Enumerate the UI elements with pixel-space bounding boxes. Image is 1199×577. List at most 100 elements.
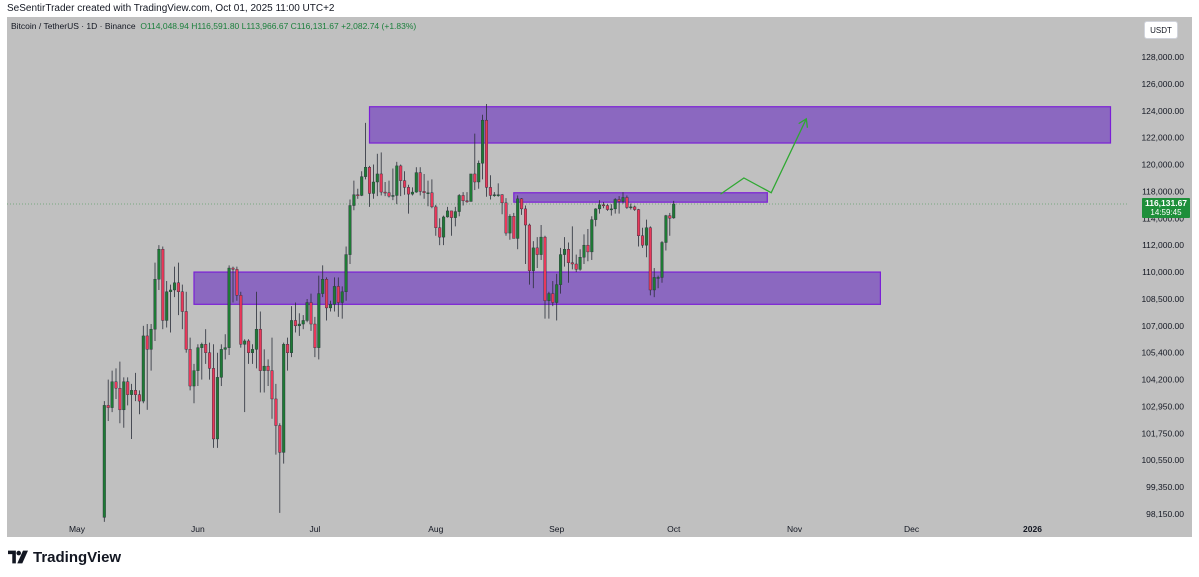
candle-up	[594, 208, 598, 220]
candle-up	[215, 377, 219, 440]
candle-down	[500, 194, 504, 204]
x-tick-label: Sep	[549, 524, 564, 534]
candle-down	[570, 262, 574, 265]
x-tick-label: Jun	[191, 524, 205, 534]
candle-up	[410, 191, 414, 195]
candle-down	[258, 328, 262, 371]
candle-up	[469, 173, 473, 202]
y-tick-label: 104,200.00	[1141, 375, 1184, 385]
candle-down	[387, 192, 391, 197]
candle-down	[293, 320, 297, 327]
projection-arrow-head	[798, 117, 809, 128]
candle-up	[297, 323, 301, 327]
candle-up	[243, 340, 247, 345]
candle-down	[247, 340, 251, 353]
candle-down	[461, 195, 465, 202]
price-change: +2,082.74 (+1.83%)	[341, 21, 417, 31]
candle-up	[531, 247, 535, 271]
x-tick-label: Dec	[904, 524, 920, 534]
y-tick-label: 128,000.00	[1141, 52, 1184, 62]
candle-up	[598, 204, 602, 210]
candle-down	[383, 191, 387, 194]
candle-up	[578, 257, 582, 270]
x-tick-label: Aug	[428, 524, 443, 534]
candle-down	[648, 227, 652, 291]
candle-down	[309, 302, 313, 325]
candle-down	[418, 172, 422, 192]
x-tick-label: May	[69, 524, 86, 534]
candle-down	[379, 173, 383, 193]
candle-down	[524, 208, 528, 226]
candle-up	[414, 172, 418, 193]
candle-up	[644, 227, 648, 246]
candle-up	[559, 254, 563, 285]
upper-resistance-zone	[368, 106, 1112, 144]
price-tag-countdown: 14:59:45	[1150, 208, 1182, 217]
y-tick-label: 122,000.00	[1141, 133, 1184, 143]
candle-up	[262, 365, 266, 371]
candle-down	[274, 398, 278, 426]
candle-down	[356, 194, 360, 196]
candle-down	[407, 187, 411, 195]
candle-up	[582, 244, 586, 258]
candle-down	[235, 269, 239, 296]
candle-down	[368, 167, 372, 194]
y-tick-label: 100,550.00	[1141, 455, 1184, 465]
y-tick-label: 110,000.00	[1142, 267, 1184, 277]
candle-up	[391, 195, 395, 197]
candle-down	[633, 206, 637, 210]
candle-down	[641, 235, 645, 246]
middle-resistance-zone	[513, 192, 768, 203]
candle-down	[126, 381, 130, 395]
chart-area[interactable]: 128,000.00 126,000.00 124,000.00 122,000.00…	[7, 17, 1192, 537]
candle-up	[672, 203, 676, 219]
candle-down	[106, 405, 110, 408]
currency-button[interactable]: USDT	[1144, 21, 1178, 39]
y-tick-label: 114,000.00	[1142, 213, 1184, 223]
ohlc-open: O114,048.94	[140, 21, 189, 31]
candle-up	[621, 197, 625, 202]
candle-down	[543, 236, 547, 301]
y-tick-label: 124,000.00	[1141, 106, 1184, 116]
candle-down	[512, 216, 516, 239]
y-tick-label: 112,000.00	[1142, 240, 1184, 250]
candle-down	[313, 323, 317, 348]
candle-down	[286, 344, 290, 353]
candle-up	[664, 215, 668, 243]
candle-down	[133, 390, 137, 395]
candle-up	[169, 289, 173, 292]
candle-up	[130, 390, 134, 395]
candle-up	[344, 254, 348, 292]
candle-down	[430, 192, 434, 208]
candle-down	[188, 349, 192, 387]
candle-down	[527, 224, 531, 271]
candle-up	[282, 344, 286, 453]
candle-up	[141, 335, 145, 402]
candle-up	[590, 219, 594, 253]
candle-down	[637, 209, 641, 236]
candle-down	[184, 311, 188, 350]
candle-up	[250, 349, 254, 353]
candle-down	[266, 365, 270, 371]
candle-up	[609, 208, 613, 211]
candle-down	[336, 286, 340, 303]
candle-down	[114, 381, 118, 389]
candle-up	[352, 194, 356, 206]
candle-down	[270, 370, 274, 400]
candle-down	[399, 165, 403, 181]
price-tag-value: 116,131.67	[1145, 198, 1187, 208]
candle-down	[449, 210, 453, 218]
candle-down	[438, 227, 442, 238]
candle-down	[551, 293, 555, 303]
y-tick-label: 98,150.00	[1146, 509, 1184, 519]
candle-up	[149, 328, 153, 350]
brand-name: TradingView	[33, 548, 122, 566]
y-tick-label: 120,000.00	[1141, 160, 1184, 170]
candle-down	[204, 344, 208, 353]
y-tick-label: 126,000.00	[1141, 79, 1184, 89]
support-zone	[193, 271, 882, 305]
candle-down	[602, 204, 606, 207]
candle-up	[290, 320, 294, 353]
candle-up	[516, 198, 520, 239]
ohlc-close: C116,131.67	[290, 21, 339, 31]
